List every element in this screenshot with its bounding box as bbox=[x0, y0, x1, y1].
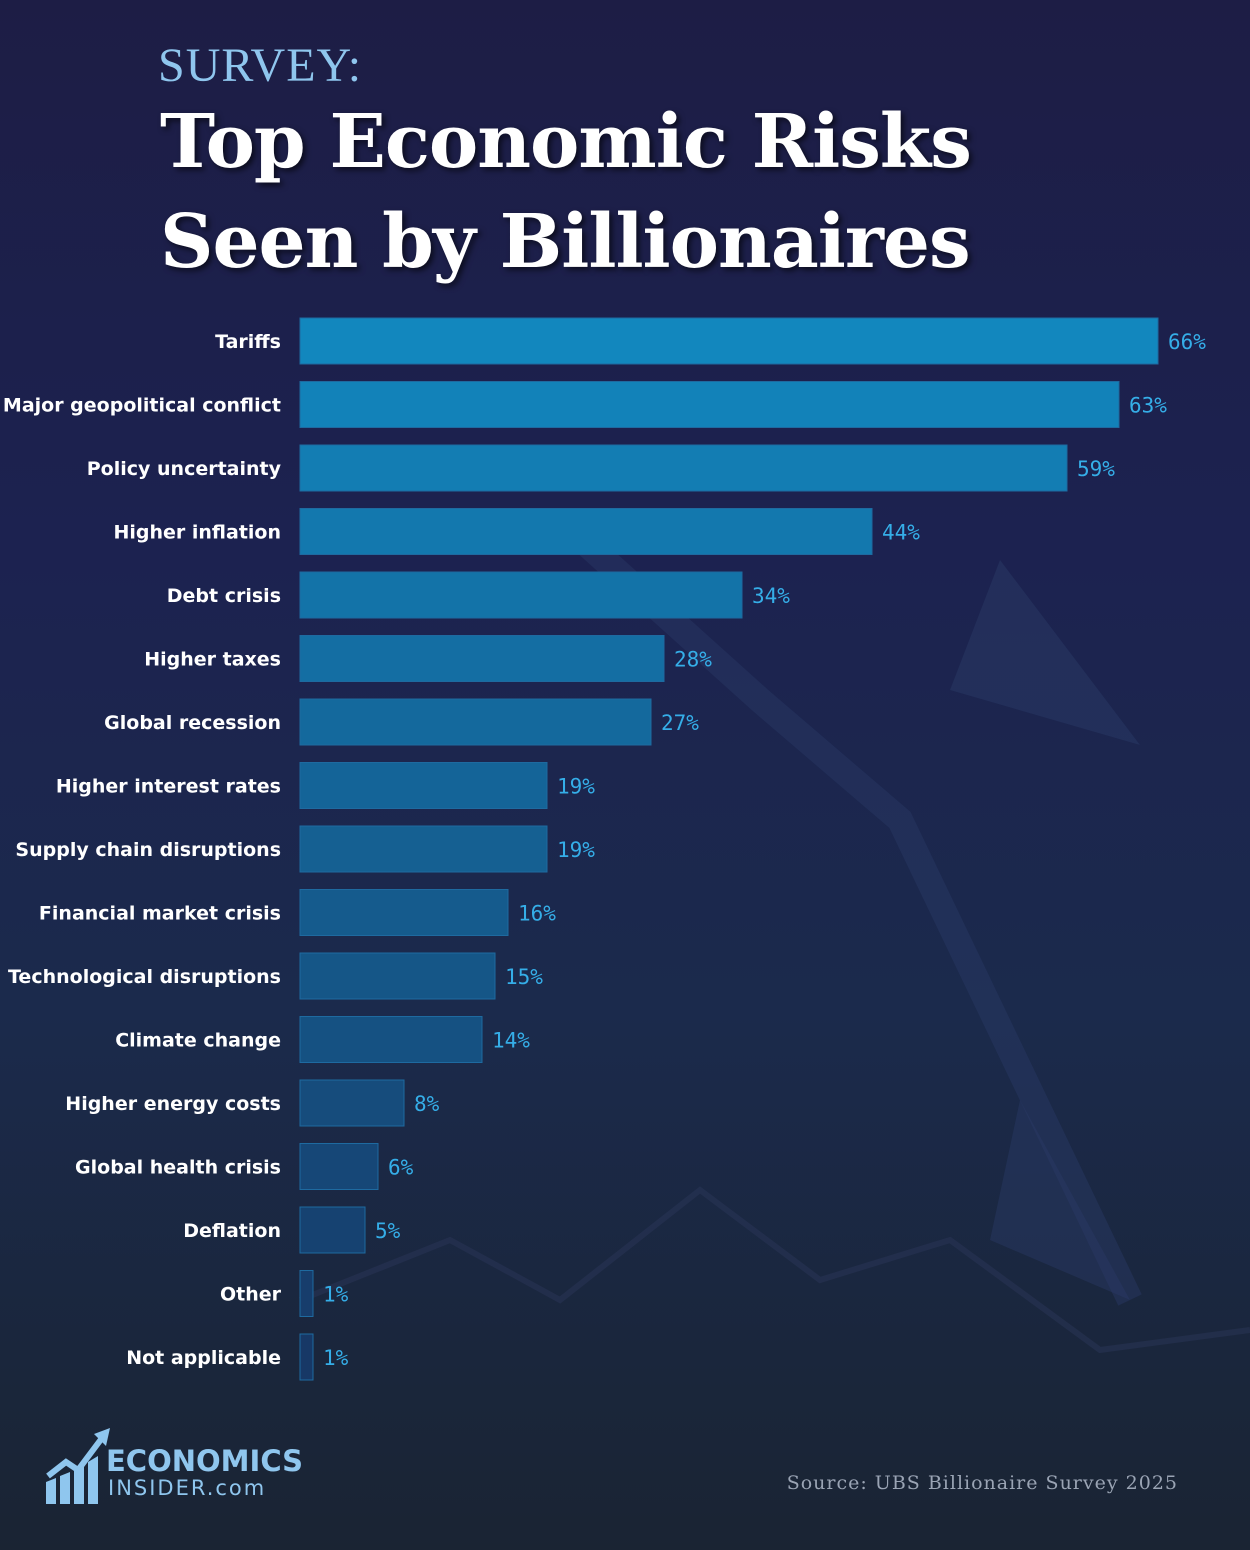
category-label: Policy uncertainty bbox=[87, 458, 282, 480]
value-label: 44% bbox=[882, 521, 920, 545]
value-label: 66% bbox=[1168, 330, 1206, 354]
bar-3 bbox=[299, 508, 873, 555]
value-label: 27% bbox=[661, 711, 699, 735]
value-label: 1% bbox=[323, 1283, 349, 1307]
category-label: Other bbox=[220, 1284, 282, 1306]
bar-11 bbox=[299, 1016, 483, 1063]
economics-insider-logo: ECONOMICS INSIDER.com bbox=[44, 1426, 303, 1506]
category-label: Financial market crisis bbox=[39, 903, 281, 925]
value-label: 6% bbox=[388, 1156, 414, 1180]
chart-title: Top Economic Risks Seen by Billionaires bbox=[160, 92, 1140, 292]
category-label: Major geopolitical conflict bbox=[3, 395, 281, 417]
bar-0 bbox=[299, 317, 1159, 365]
bar-4 bbox=[299, 571, 743, 619]
category-label: Not applicable bbox=[126, 1347, 281, 1369]
value-label: 19% bbox=[557, 838, 595, 862]
value-label: 19% bbox=[557, 775, 595, 799]
bar-10 bbox=[299, 952, 496, 1000]
category-label: Higher interest rates bbox=[56, 776, 281, 798]
logo-growth-chart-icon bbox=[46, 1428, 110, 1504]
value-label: 5% bbox=[375, 1219, 401, 1243]
value-label: 1% bbox=[323, 1346, 349, 1370]
category-label: Higher inflation bbox=[113, 522, 281, 544]
bar-12 bbox=[299, 1079, 405, 1127]
bar-14 bbox=[299, 1206, 366, 1254]
value-label: 8% bbox=[414, 1092, 440, 1116]
category-label: Deflation bbox=[183, 1220, 281, 1242]
bar-5 bbox=[299, 635, 665, 682]
category-label: Technological disruptions bbox=[8, 966, 281, 988]
chart-title-text: Top Economic Risks Seen by Billionaires bbox=[160, 99, 972, 285]
category-label: Global health crisis bbox=[75, 1157, 281, 1179]
value-label: 63% bbox=[1129, 394, 1167, 418]
bar-1 bbox=[299, 381, 1120, 428]
bar-7 bbox=[299, 762, 548, 809]
bar-13 bbox=[299, 1143, 379, 1190]
bar-2 bbox=[299, 444, 1068, 492]
bar-6 bbox=[299, 698, 652, 746]
logo-line2: INSIDER.com bbox=[108, 1476, 267, 1500]
value-label: 14% bbox=[492, 1029, 530, 1053]
category-label: Higher energy costs bbox=[65, 1093, 281, 1115]
bar-15 bbox=[299, 1270, 314, 1317]
bar-chart: Tariffs 66% Major geopolitical conflict 63%… bbox=[3, 317, 1207, 1381]
bar-16 bbox=[299, 1333, 314, 1381]
value-label: 15% bbox=[505, 965, 543, 989]
category-label: Higher taxes bbox=[144, 649, 281, 671]
category-label: Climate change bbox=[115, 1030, 281, 1052]
value-label: 28% bbox=[674, 648, 712, 672]
bar-9 bbox=[299, 889, 509, 936]
logo-line1: ECONOMICS bbox=[106, 1444, 304, 1478]
category-label: Tariffs bbox=[215, 331, 281, 353]
chart-kicker: SURVEY: bbox=[158, 39, 363, 92]
value-label: 34% bbox=[752, 584, 790, 608]
category-label: Debt crisis bbox=[167, 585, 281, 607]
value-label: 16% bbox=[518, 902, 556, 926]
bar-8 bbox=[299, 825, 548, 873]
source-note: Source: UBS Billionaire Survey 2025 bbox=[786, 1472, 1178, 1494]
value-label: 59% bbox=[1077, 457, 1115, 481]
category-label: Global recession bbox=[104, 712, 281, 734]
category-label: Supply chain disruptions bbox=[15, 839, 281, 861]
